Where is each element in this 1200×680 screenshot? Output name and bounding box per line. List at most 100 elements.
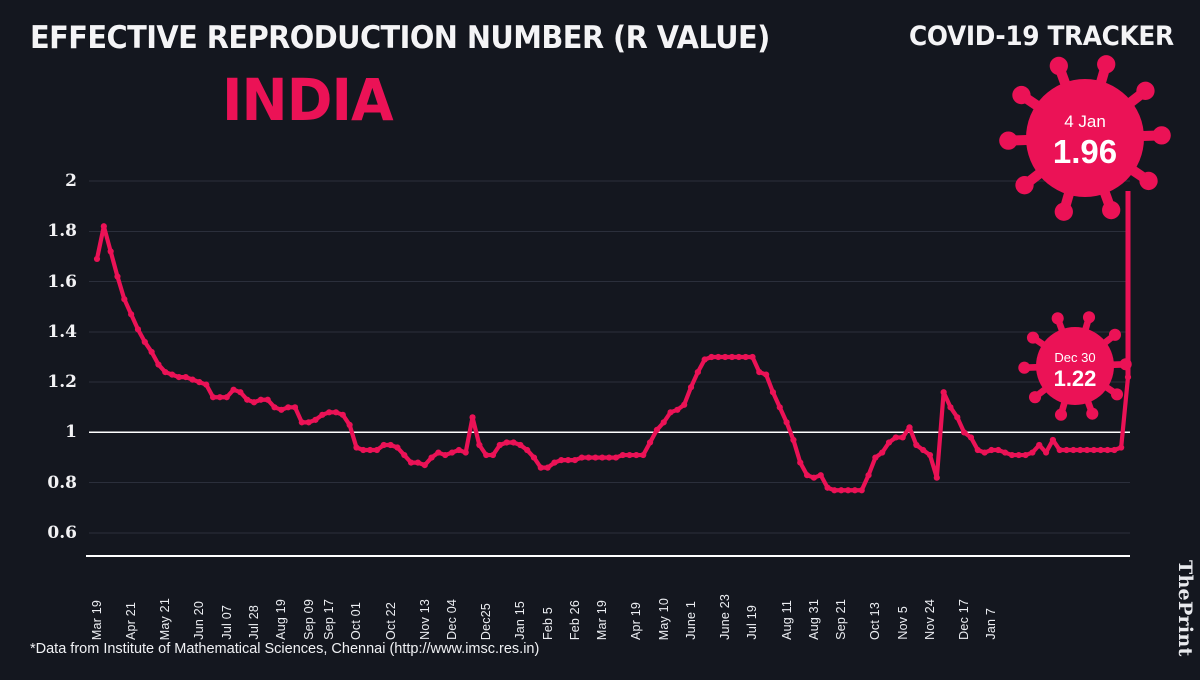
data-point — [544, 464, 551, 471]
data-point — [565, 456, 572, 464]
data-point — [367, 446, 374, 454]
x-axis-tick-label: Mar 19 — [595, 599, 610, 640]
data-source-note: *Data from Institute of Mathematical Sci… — [30, 641, 540, 657]
data-point — [1056, 446, 1063, 454]
data-point — [524, 446, 531, 454]
data-point — [93, 255, 101, 263]
data-point — [223, 394, 230, 401]
data-point — [831, 487, 838, 494]
data-point — [1083, 446, 1091, 454]
data-point — [141, 338, 148, 346]
data-point — [394, 444, 401, 451]
data-point — [483, 451, 490, 459]
data-line — [94, 224, 1131, 493]
data-point — [1111, 446, 1118, 454]
data-point — [469, 414, 476, 421]
data-point — [803, 472, 811, 479]
data-point — [885, 439, 893, 446]
data-point — [940, 389, 947, 396]
data-point — [162, 368, 169, 376]
data-point — [360, 446, 367, 454]
data-point — [503, 439, 510, 446]
data-point — [892, 434, 899, 441]
y-axis-tick-label: 0.6 — [47, 523, 77, 543]
data-point — [1049, 436, 1056, 444]
country-title: INDIA — [222, 66, 394, 134]
data-point — [810, 474, 818, 481]
data-point — [257, 396, 264, 403]
data-point — [735, 353, 742, 361]
data-point — [715, 353, 722, 361]
data-point — [421, 462, 428, 469]
x-axis-tick-label: May 10 — [656, 597, 671, 640]
data-point — [578, 454, 585, 461]
data-point — [879, 449, 886, 456]
y-axis-tick-label: 0.8 — [47, 472, 77, 493]
data-point — [1104, 446, 1111, 454]
data-point — [687, 384, 695, 391]
data-point — [797, 459, 804, 466]
x-axis-tick-label: Aug 31 — [806, 599, 821, 640]
data-point — [899, 434, 906, 441]
data-point — [728, 353, 736, 361]
data-point — [858, 487, 865, 494]
callout-value: 1.22 — [1053, 366, 1097, 391]
data-point — [537, 464, 544, 471]
x-axis-tick-label: Aug 11 — [779, 600, 794, 640]
callout-bubble-dec: Dec 30 1.22 — [1036, 327, 1114, 405]
y-axis-tick-label: 1 — [65, 422, 77, 443]
data-point — [920, 446, 927, 454]
data-point — [373, 446, 381, 454]
data-point — [722, 353, 729, 361]
data-point — [961, 429, 968, 436]
data-point — [783, 419, 790, 426]
data-point — [599, 454, 606, 461]
data-point — [1008, 451, 1016, 459]
data-point — [291, 404, 299, 411]
x-axis-tick-label: Jul 07 — [219, 605, 234, 640]
data-point — [209, 394, 217, 401]
x-axis-tick-label: Feb 26 — [567, 599, 582, 640]
callout-bubble-jan: 4 Jan 1.96 — [1026, 79, 1144, 197]
callout-value: 1.96 — [1052, 133, 1118, 170]
data-point — [230, 386, 237, 393]
data-point — [1042, 449, 1050, 456]
data-point — [592, 454, 599, 461]
data-point — [1015, 451, 1022, 459]
x-axis-tick-label: Nov 13 — [417, 599, 432, 640]
y-axis-tick-label: 1.8 — [47, 221, 77, 242]
data-point — [128, 311, 135, 318]
data-point — [1063, 446, 1070, 454]
virus-icon — [1018, 311, 1132, 421]
data-point — [305, 419, 312, 426]
data-point — [134, 326, 142, 333]
data-point — [749, 353, 756, 361]
data-point — [401, 451, 408, 459]
x-axis-labels: Mar 19 Apr 21 May 21 Jun 20 Jul 07 Jul 28 Aug … — [0, 562, 1200, 640]
data-point — [155, 361, 162, 368]
data-point — [407, 459, 415, 466]
data-point — [756, 368, 763, 376]
x-axis-tick-label: May 21 — [158, 597, 173, 640]
data-point — [428, 454, 435, 461]
x-axis-tick-label: Nov 24 — [922, 599, 937, 640]
data-point — [763, 371, 770, 378]
data-point — [708, 353, 715, 361]
x-axis-tick-label: Feb 5 — [540, 607, 555, 640]
data-point — [448, 449, 456, 456]
data-point — [674, 406, 681, 413]
x-axis-tick-label: Oct 13 — [868, 601, 883, 640]
data-point — [817, 472, 824, 479]
data-point — [462, 449, 469, 456]
data-point — [995, 446, 1002, 454]
data-point — [1002, 449, 1009, 456]
data-point — [872, 454, 879, 461]
data-point — [640, 451, 647, 459]
data-point — [517, 441, 524, 449]
data-point — [278, 406, 285, 413]
data-point — [1022, 451, 1029, 459]
data-point — [414, 459, 422, 466]
x-axis-tick-label: Jan 15 — [513, 601, 528, 640]
